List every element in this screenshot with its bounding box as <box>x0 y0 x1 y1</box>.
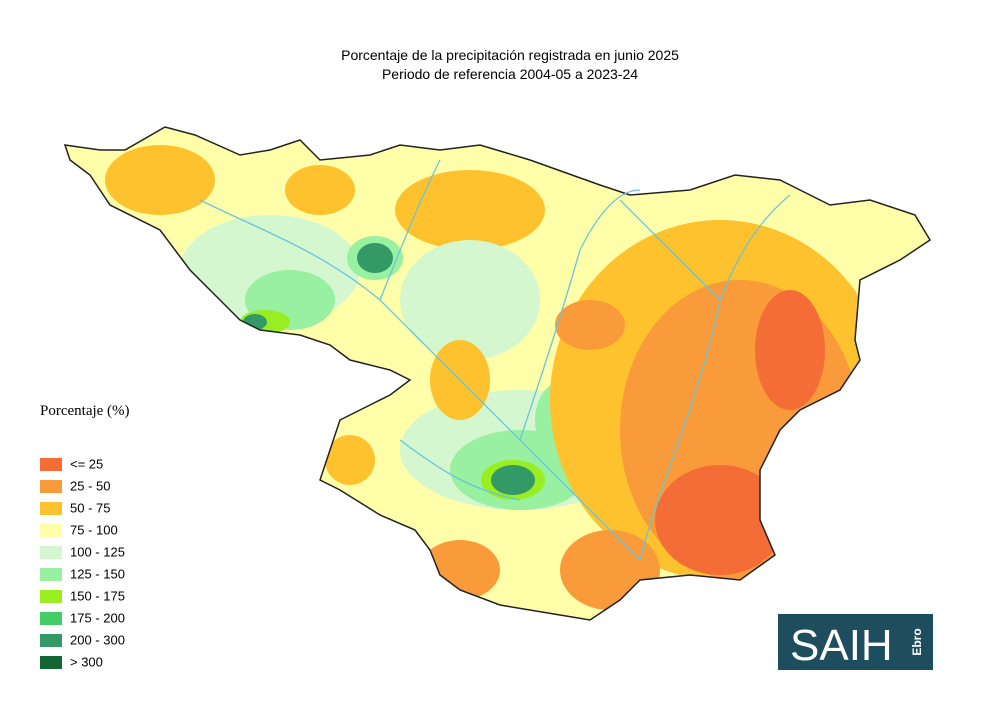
legend-swatch <box>40 568 62 581</box>
legend-label: 200 - 300 <box>70 632 125 647</box>
legend-label: 100 - 125 <box>70 544 125 559</box>
rivers <box>199 159 791 561</box>
logo-text: SAIH <box>790 621 893 670</box>
map-subtitle: Periodo de referencia 2004-05 a 2023-24 <box>382 66 638 82</box>
legend-label: 25 - 50 <box>70 478 110 493</box>
legend-swatch <box>40 612 62 625</box>
map-title: Porcentaje de la precipitación registrad… <box>341 47 679 63</box>
legend-swatch <box>40 524 62 537</box>
legend-label: 50 - 75 <box>70 500 110 515</box>
logo-subtext: Ebro <box>910 628 924 655</box>
legend-label: 125 - 150 <box>70 566 125 581</box>
precipitation-map <box>65 127 930 620</box>
legend-swatch <box>40 458 62 471</box>
legend-label: > 300 <box>70 654 103 669</box>
legend-label: 150 - 175 <box>70 588 125 603</box>
legend-swatch <box>40 590 62 603</box>
legend-swatch <box>40 634 62 647</box>
legend-swatch <box>40 546 62 559</box>
legend-label: 75 - 100 <box>70 522 118 537</box>
logo: SAIH Ebro <box>778 614 933 670</box>
legend-swatch <box>40 502 62 515</box>
legend-swatch <box>40 656 62 669</box>
legend-title: Porcentaje (%) <box>40 403 130 419</box>
logo-background <box>778 614 933 670</box>
legend-swatch <box>40 480 62 493</box>
legend-label: <= 25 <box>70 456 103 471</box>
legend-label: 175 - 200 <box>70 610 125 625</box>
legend: <= 25 25 - 50 50 - 75 75 - 100 100 - 125 125 … <box>40 456 125 669</box>
